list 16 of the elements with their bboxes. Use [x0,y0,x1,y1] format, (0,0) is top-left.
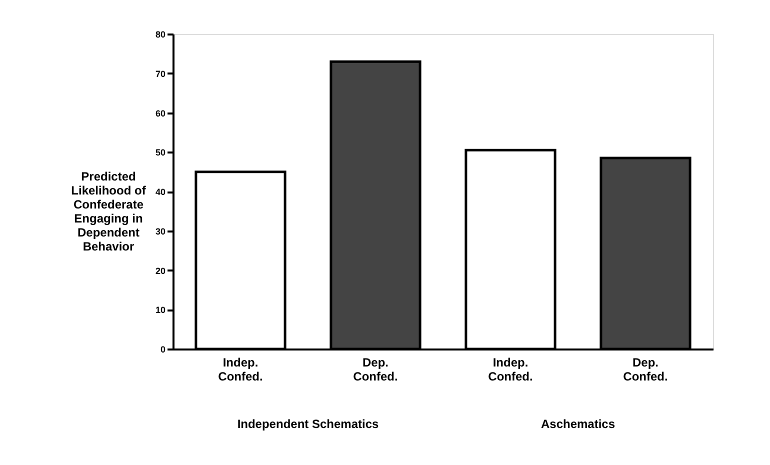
text: Independent Schematics [237,417,380,431]
y-tick-label: 30 [155,226,166,236]
x-tick-label: Indep. Confed. [488,356,533,384]
x-tick-label: Dep. Confed. [623,356,668,384]
y-tick-label: 50 [155,148,166,158]
text: Aschematics [540,417,616,431]
y-tick-label: 20 [155,266,166,276]
y-axis-title: Predicted Likelihood of Confederate Engaging in Dependent Behavior [71,169,147,254]
y-tick-label: 0 [160,344,166,354]
y-tick-label: 10 [155,305,166,316]
y-tick-label: 80 [155,30,166,40]
y-tick-label: 40 [155,187,166,197]
x-tick-label: Dep. Confed. [353,356,398,384]
y-tick-label: 60 [155,108,166,118]
y-tick-label: 70 [155,68,166,79]
x-tick-label: Indep. Confed. [218,356,263,384]
